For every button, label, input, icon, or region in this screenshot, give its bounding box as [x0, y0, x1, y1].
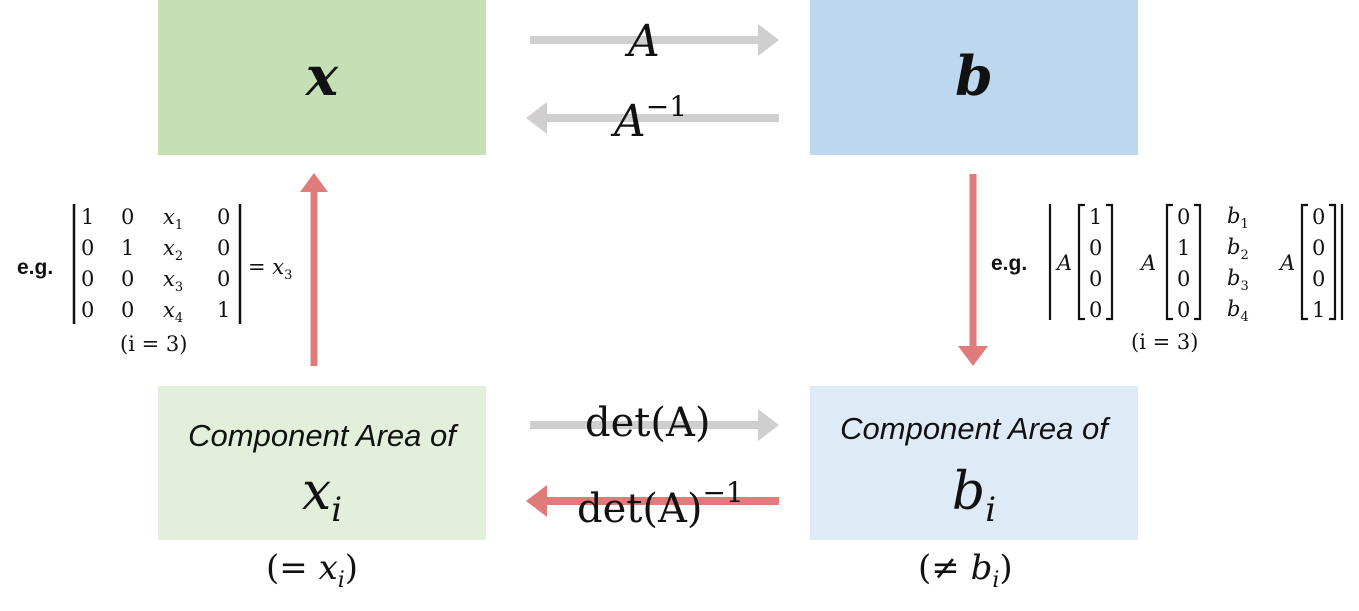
bi-inequality-note: (≠ bi) — [918, 548, 1013, 593]
right-col2-cell: 0 — [1177, 298, 1191, 322]
left-matrix-cell: x3 — [163, 267, 184, 295]
right-col3-cell: b3 — [1227, 266, 1249, 294]
left-det-bars — [72, 204, 242, 324]
right-col2-cell: 0 — [1177, 267, 1191, 291]
right-index-note: (i = 3) — [1131, 330, 1199, 354]
bi-component-box: Component Area of bi — [810, 386, 1138, 540]
left-matrix-cell: x4 — [163, 298, 184, 326]
xi-component-box: Component Area of xi — [158, 386, 486, 540]
right-eg-label: e.g. — [991, 252, 1028, 275]
det-inverse-arrow — [526, 485, 779, 517]
det-operator-label: det(A) — [585, 400, 711, 446]
right-col4-cell: 1 — [1312, 298, 1326, 322]
left-matrix-cell: x1 — [163, 205, 184, 233]
left-matrix-cell: 0 — [81, 267, 95, 291]
x-box: x — [158, 0, 486, 155]
b-box: b — [810, 0, 1138, 155]
xi-caption: Component Area of — [188, 418, 456, 453]
left-matrix-cell: 0 — [121, 205, 135, 229]
left-matrix-cell: 1 — [217, 298, 231, 322]
right-col4-cell: 0 — [1312, 267, 1326, 291]
forward-arrow — [530, 24, 779, 56]
left-matrix-cell: 0 — [121, 298, 135, 322]
right-col3-cell: b2 — [1227, 235, 1249, 263]
inverse-operator-label: A−1 — [614, 90, 688, 147]
left-matrix-cell: 0 — [217, 205, 231, 229]
xi-equality-note: (= xi) — [266, 548, 359, 593]
right-col3-cell: b1 — [1227, 204, 1249, 232]
left-result: = x3 — [248, 255, 293, 283]
left-index-note: (i = 3) — [120, 332, 188, 356]
bi-caption: Component Area of — [840, 411, 1108, 446]
up-arrow — [300, 173, 328, 366]
left-matrix-cell: 0 — [121, 267, 135, 291]
right-col1-cell: 0 — [1089, 298, 1103, 322]
right-col2-cell: 0 — [1177, 205, 1191, 229]
left-matrix-cell: 0 — [81, 298, 95, 322]
right-col4-cell: 0 — [1312, 205, 1326, 229]
right-col1-cell: 1 — [1089, 205, 1103, 229]
right-matrix-a-1: A — [1057, 251, 1073, 275]
x-label: x — [305, 44, 339, 108]
inverse-arrow — [526, 102, 779, 134]
right-det-brackets — [1048, 203, 1344, 321]
right-matrix-a-2: A — [1141, 251, 1157, 275]
down-arrow — [958, 174, 988, 366]
right-col2-cell: 1 — [1177, 236, 1191, 260]
left-eg-label: e.g. — [17, 256, 54, 279]
left-matrix-cell: 0 — [217, 236, 231, 260]
left-matrix-cell: 1 — [81, 205, 95, 229]
right-col3-cell: b4 — [1227, 297, 1249, 325]
left-matrix-cell: 0 — [217, 267, 231, 291]
right-matrix-a-4: A — [1280, 251, 1296, 275]
xi-variable: xi — [301, 462, 343, 530]
det-inverse-operator-label: det(A)−1 — [577, 476, 744, 532]
det-arrow — [530, 409, 779, 441]
b-label: b — [955, 44, 993, 108]
forward-operator-label: A — [628, 16, 660, 67]
bi-variable: bi — [951, 462, 997, 530]
left-matrix-cell: x2 — [163, 236, 184, 264]
left-matrix-cell: 1 — [121, 236, 135, 260]
right-col1-cell: 0 — [1089, 236, 1103, 260]
right-col4-cell: 0 — [1312, 236, 1326, 260]
left-matrix-cell: 0 — [81, 236, 95, 260]
right-col1-cell: 0 — [1089, 267, 1103, 291]
